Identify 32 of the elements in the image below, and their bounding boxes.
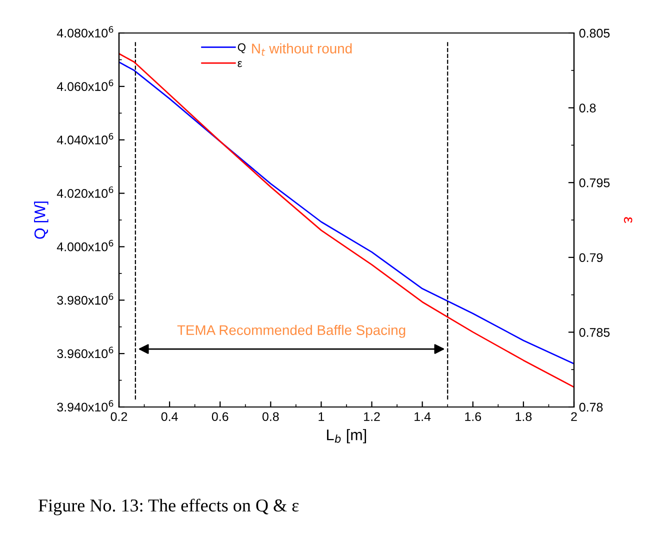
y-tick-label: 4.080x10$^{6}$ <box>56 26 114 38</box>
annotation: N$_{t}$ without round <box>252 43 352 56</box>
text: Figure No. 13: The effects on Q & ε <box>38 498 299 516</box>
y-axis-title: Q [W] <box>34 202 48 239</box>
x-tick-label: 1.4 <box>414 412 431 421</box>
y-tick-label: 3.980x10$^{6}$ <box>57 293 114 305</box>
legend-label: Q <box>238 43 246 54</box>
x-axis-title: L$_{b}$ [m] <box>327 429 366 444</box>
annotation: TEMA Recommended Baffle Spacing <box>177 324 406 338</box>
x-tick-label: 0.4 <box>161 412 178 422</box>
y-tick-label: 4.060x10$^{6}$ <box>56 80 114 91</box>
x-tick-label: 1 <box>318 412 324 421</box>
y2-tick-label: 0.78 <box>579 402 603 412</box>
y2-tick-label: 0.79 <box>579 253 603 262</box>
x-tick-label: 2 <box>571 412 577 421</box>
legend-label: ε <box>238 60 242 68</box>
y-tick-label: 3.940x10$^{6}$ <box>57 400 114 412</box>
y-tick-label: 4.000x10$^{6}$ <box>56 240 114 252</box>
x-tick-label: 1.2 <box>364 412 380 421</box>
y2-tick-label: 0.8 <box>579 104 596 112</box>
x-tick-label: 0.6 <box>212 412 228 422</box>
x-tick-label: 1.8 <box>516 412 532 422</box>
y-tick-label: 3.960x10$^{6}$ <box>57 346 114 358</box>
y-tick-label: 4.020x10$^{6}$ <box>56 186 114 198</box>
y2-axis-title: ε <box>624 217 632 224</box>
x-tick-label: 1.6 <box>465 412 482 422</box>
x-tick-label: 0.8 <box>262 412 279 422</box>
x-tick-label: 0.2 <box>110 412 128 422</box>
y2-tick-label: 0.785 <box>579 328 610 337</box>
y2-tick-label: 0.805 <box>579 28 610 38</box>
y-tick-label: 4.040x10$^{6}$ <box>56 133 114 144</box>
y2-tick-label: 0.795 <box>579 178 610 188</box>
